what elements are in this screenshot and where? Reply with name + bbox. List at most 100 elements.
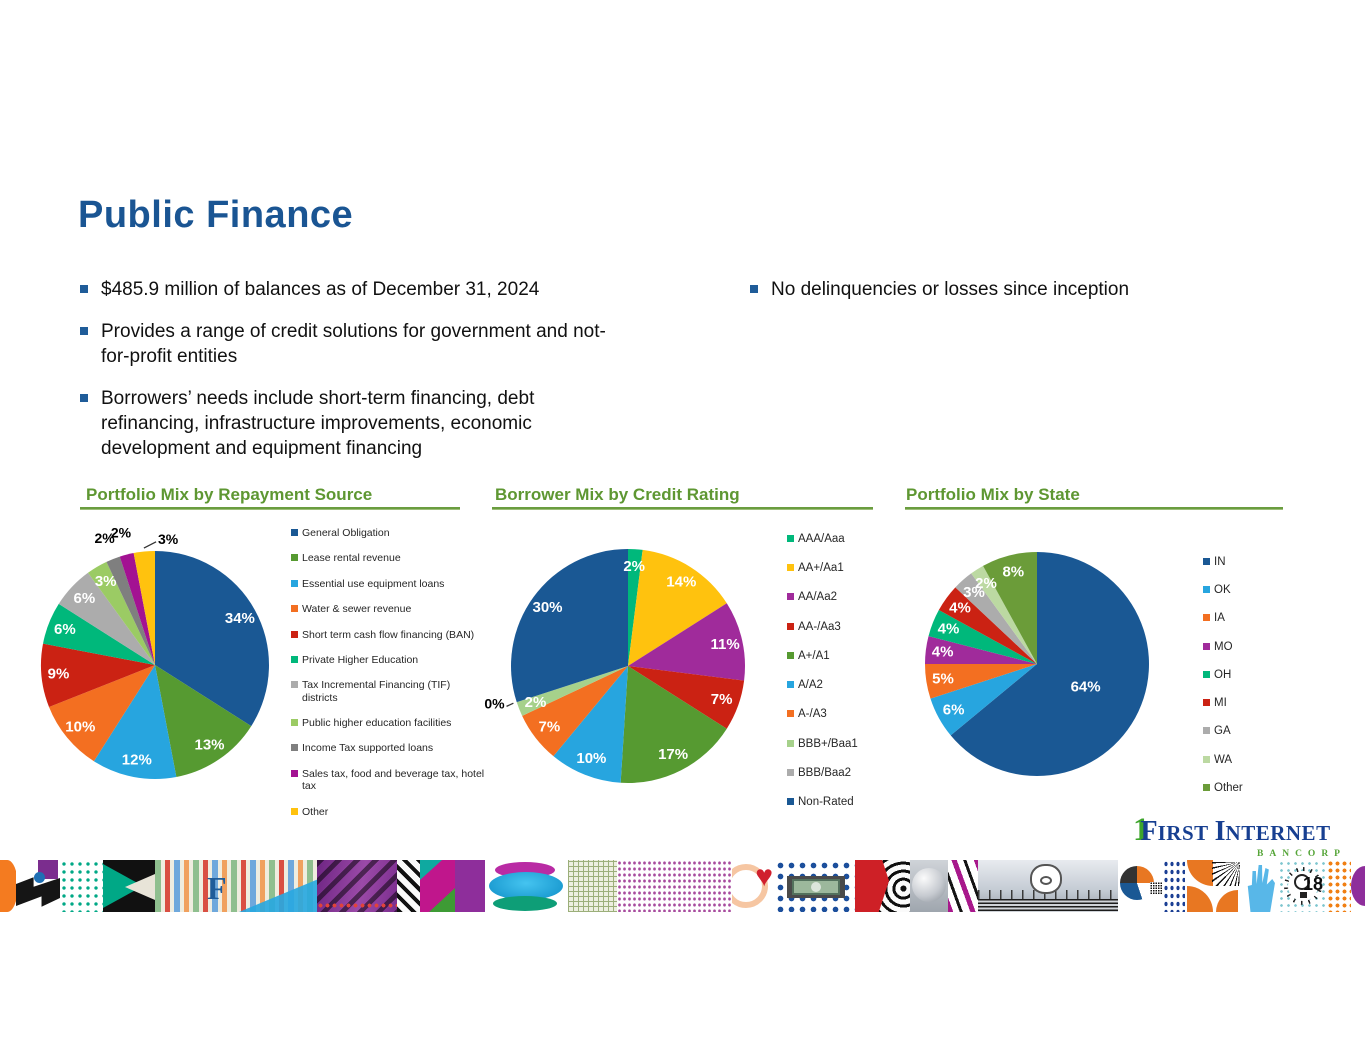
bullet-item: $485.9 million of balances as of Decembe… <box>78 277 623 302</box>
strip-sphere <box>910 860 948 912</box>
pie-label: 7% <box>711 691 733 708</box>
legend-label: Private Higher Education <box>302 653 419 666</box>
pie-label: 11% <box>710 636 739 653</box>
legend-item: Other <box>1203 782 1303 795</box>
legend-label: MO <box>1214 640 1233 653</box>
legend-label: Essential use equipment loans <box>302 577 445 590</box>
legend-swatch-icon <box>291 719 298 726</box>
legend-swatch-icon <box>1203 670 1210 678</box>
teal-corner-triangle <box>420 860 442 880</box>
legend-swatch-icon <box>787 593 794 601</box>
white-triangle <box>125 874 155 900</box>
legend-item: Private Higher Education <box>291 654 487 666</box>
blue-hand-icon <box>1247 865 1275 912</box>
page-title: Public Finance <box>78 194 354 236</box>
strip-orange-dots <box>1327 860 1351 912</box>
legend-label: BBB+/Baa1 <box>798 737 858 750</box>
legend-item: BBB/Baa2 <box>787 767 907 780</box>
legend-swatch-icon <box>787 739 794 747</box>
legend-item: Lease rental revenue <box>291 552 487 564</box>
strip-orange-blob <box>0 860 18 912</box>
legend-swatch-icon <box>1203 755 1210 763</box>
chart-title-credit-rating: Borrower Mix by Credit Rating <box>495 485 740 504</box>
lightbulb-base <box>1300 892 1307 898</box>
legend-item: AA+/Aa1 <box>787 562 907 575</box>
pie-label: 10% <box>65 718 95 735</box>
legend-label: AAA/Aaa <box>798 533 845 545</box>
pie-slice <box>93 665 177 779</box>
red-shape <box>855 860 889 912</box>
logo-word2-rest: NTERNET <box>1225 821 1331 845</box>
bullet-text: $485.9 million of balances as of Decembe… <box>101 279 540 300</box>
legend-swatch-icon <box>1203 558 1210 565</box>
chart-title-underline <box>905 507 1283 510</box>
legend-item: OK <box>1203 584 1303 597</box>
legend-item: Income Tax supported loans <box>291 742 487 754</box>
pie-slice <box>119 553 155 665</box>
bullet-list-right: No delinquencies or losses since incepti… <box>748 277 1288 319</box>
pie-slice <box>950 552 1149 776</box>
cyan-ellipse <box>489 872 563 900</box>
strip-sunburst <box>855 860 910 912</box>
legend-item: Essential use equipment loans <box>291 578 487 590</box>
ruler-lines <box>978 899 1118 912</box>
pie-chart-state: 64%6%5%4%4%4%3%2%8% <box>925 552 1149 776</box>
legend-item: MO <box>1203 641 1303 654</box>
legend-item: A/A2 <box>787 679 907 692</box>
silver-sphere <box>912 868 946 902</box>
pie-slice <box>930 664 1037 736</box>
strip-teal-dot-grid <box>60 860 103 912</box>
pie-label: 6% <box>54 621 76 638</box>
legend-swatch-icon <box>291 605 298 613</box>
pie-label: 0% <box>484 695 505 711</box>
bullet-marker-icon <box>80 394 88 402</box>
strip-dollar-bills: F <box>155 860 317 912</box>
bullet-marker-icon <box>80 285 88 293</box>
legend-swatch-icon <box>291 529 298 536</box>
heart-icon: ♥ <box>755 860 773 893</box>
pie-slice <box>41 643 155 707</box>
pie-slice <box>925 664 1037 699</box>
bullet-text: No delinquencies or losses since incepti… <box>771 279 1130 300</box>
legend-credit-rating: AAA/Aaa AA+/Aa1 AA/Aa2 AA-/Aa3 A+/A1 A/A2 A-/A… <box>787 533 907 825</box>
pie-slice <box>955 573 1037 664</box>
pie-slice <box>628 549 643 666</box>
pie-label: 4% <box>932 644 954 661</box>
legend-item: WA <box>1203 754 1303 767</box>
bullet-text: Provides a range of credit solutions for… <box>101 321 606 367</box>
pie-slice <box>522 666 628 757</box>
legend-repayment-source: General Obligation Lease rental revenue Es… <box>291 527 487 831</box>
green-corner-triangle <box>429 888 455 912</box>
strip-triangles <box>103 860 155 912</box>
legend-label: Public higher education facilities <box>302 717 452 729</box>
pie-slice <box>628 666 745 729</box>
pie-label: 3% <box>158 531 179 547</box>
bullet-item: No delinquencies or losses since incepti… <box>748 277 1288 302</box>
legend-label: A+/A1 <box>798 649 830 662</box>
legend-item: AA/Aa2 <box>787 591 907 604</box>
orange-quarter <box>1216 890 1238 912</box>
strip-hand <box>1242 860 1278 912</box>
legend-label: Non-Rated <box>798 795 854 808</box>
strip-ruler <box>978 860 1118 912</box>
legend-swatch-icon <box>1203 586 1210 594</box>
legend-swatch-icon <box>787 651 794 659</box>
legend-swatch-icon <box>291 579 298 587</box>
legend-swatch-icon <box>1203 614 1210 622</box>
legend-label: IA <box>1214 612 1225 625</box>
legend-item: Short term cash flow financing (BAN) <box>291 629 487 641</box>
red-dot-row <box>317 902 397 910</box>
pie-label: 4% <box>938 621 960 638</box>
pie-label: 14% <box>666 574 696 591</box>
legend-swatch-icon <box>1203 727 1210 735</box>
letter-f-graphic: F <box>207 870 227 906</box>
blue-dot <box>34 872 45 883</box>
pie-label: 5% <box>932 670 954 687</box>
legend-label: AA-/Aa3 <box>798 620 841 633</box>
strip-purple-train <box>317 860 397 912</box>
pie-slice <box>133 551 155 665</box>
legend-swatch-icon <box>291 681 298 689</box>
pie-label: 12% <box>122 752 152 769</box>
pie-label: 34% <box>225 610 255 627</box>
